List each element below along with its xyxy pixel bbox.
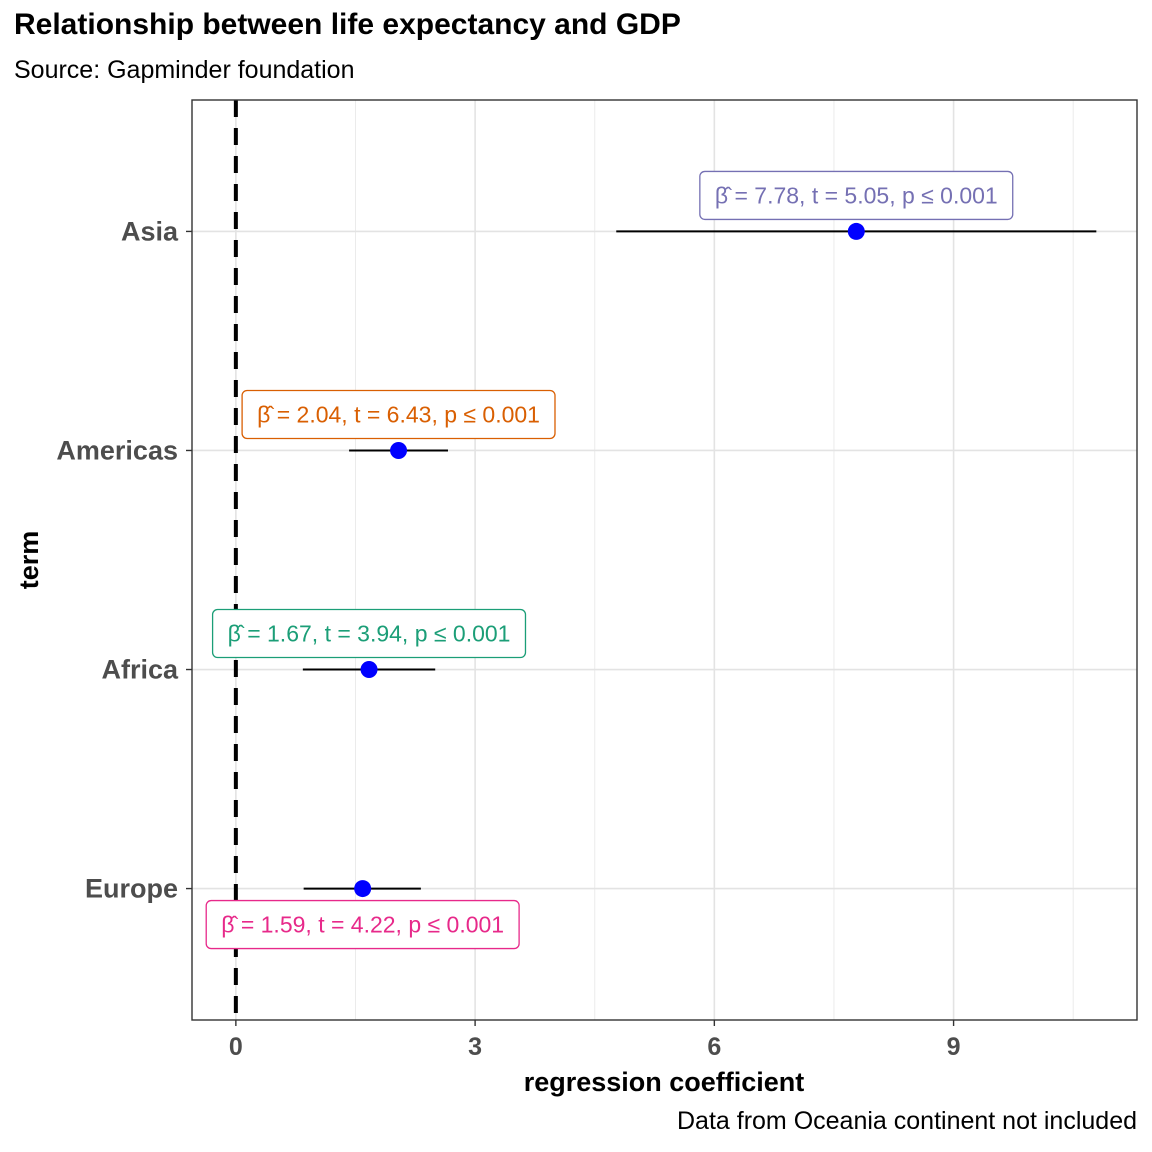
- y-axis-title: term: [14, 531, 44, 590]
- estimate-label-box: [699, 170, 1014, 221]
- estimate-label-americas: β̂ = 2.04, t = 6.43, p ≤ 0.001: [241, 389, 556, 440]
- estimate-label-box: [241, 389, 556, 440]
- estimate-label-africa: β̂ = 1.67, t = 3.94, p ≤ 0.001: [211, 608, 527, 659]
- y-tick-label-americas: Americas: [56, 435, 178, 465]
- estimate-label-europe: β̂ = 1.59, t = 4.22, p ≤ 0.001: [205, 899, 520, 950]
- estimate-label-asia: β̂ = 7.78, t = 5.05, p ≤ 0.001: [699, 170, 1014, 221]
- estimate-point-americas: [390, 441, 408, 459]
- x-tick-label: 6: [707, 1033, 721, 1061]
- panel-border: [191, 99, 1138, 1021]
- estimate-label-text: β̂ = 7.78, t = 5.05, p ≤ 0.001: [715, 182, 998, 208]
- panel-background: [192, 100, 1137, 1020]
- estimate-label-box: [205, 899, 520, 950]
- estimate-label-text: β̂ = 1.59, t = 4.22, p ≤ 0.001: [221, 912, 504, 938]
- estimate-label-box: [211, 608, 527, 659]
- chart-subtitle: Source: Gapminder foundation: [14, 56, 355, 84]
- chart-title: Relationship between life expectancy and…: [14, 8, 681, 41]
- x-tick-label: 0: [229, 1033, 243, 1061]
- y-tick-label-asia: Asia: [121, 216, 179, 246]
- x-axis-title: regression coefficient: [524, 1067, 805, 1097]
- estimate-point-asia: [847, 222, 865, 240]
- chart-caption: Data from Oceania continent not included: [677, 1107, 1137, 1135]
- estimate-point-europe: [354, 880, 372, 898]
- estimate-label-text: β̂ = 2.04, t = 6.43, p ≤ 0.001: [257, 401, 540, 427]
- y-tick-label-africa: Africa: [101, 655, 179, 685]
- y-tick-label-europe: Europe: [85, 874, 178, 904]
- x-tick-label: 3: [468, 1033, 482, 1061]
- estimate-label-text: β̂ = 1.67, t = 3.94, p ≤ 0.001: [228, 621, 511, 647]
- estimate-point-africa: [360, 661, 378, 679]
- x-tick-label: 9: [947, 1033, 961, 1061]
